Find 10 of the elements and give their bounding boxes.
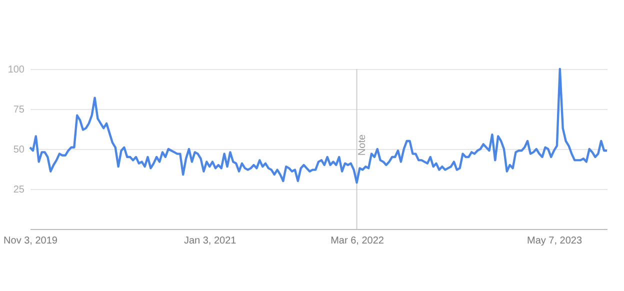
y-tick-label: 100	[8, 64, 25, 76]
x-tick-label: May 7, 2023	[526, 236, 582, 246]
ref-line-label: Note	[356, 134, 368, 156]
x-tick-label: Mar 6, 2022	[330, 236, 384, 246]
y-tick-label: 75	[13, 104, 25, 116]
y-tick-label: 50	[13, 144, 25, 156]
x-tick-label: Jan 3, 2021	[184, 236, 237, 246]
x-tick-label: Nov 3, 2019	[4, 236, 58, 246]
line-series	[28, 68, 608, 184]
y-tick-label: 25	[13, 184, 25, 196]
